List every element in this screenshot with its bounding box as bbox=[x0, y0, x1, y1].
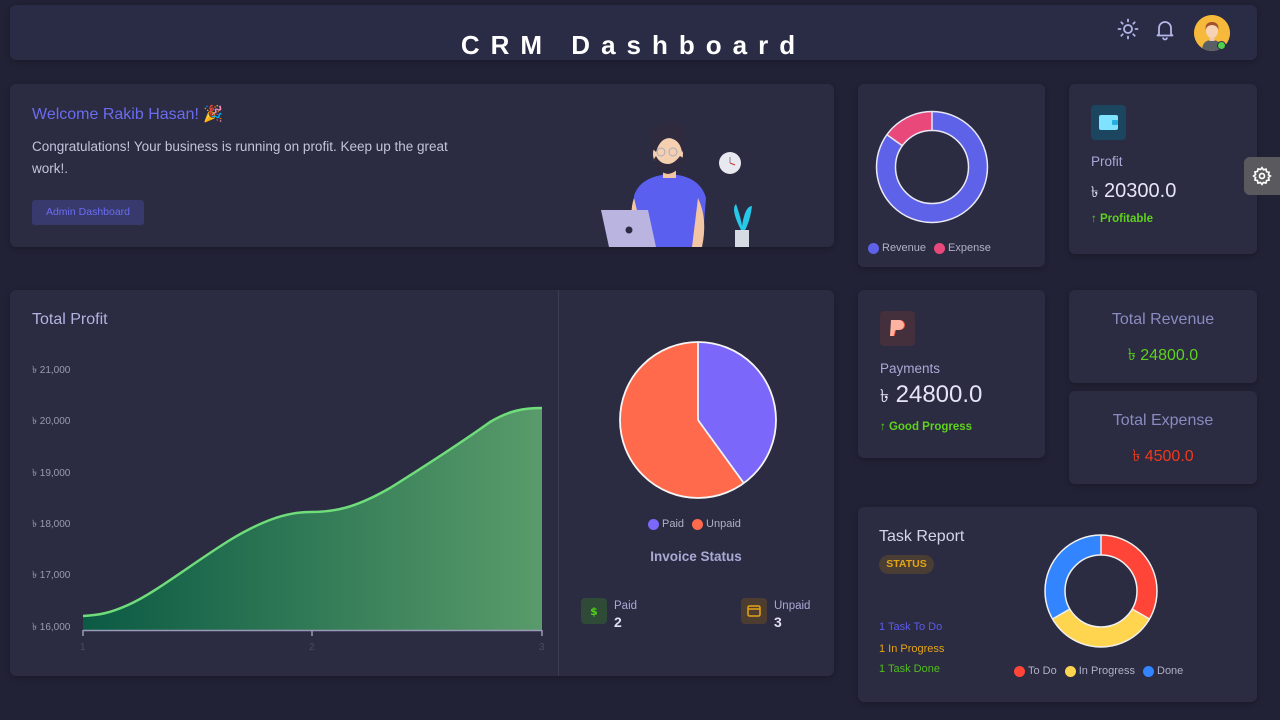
task-report-donut-chart[interactable] bbox=[1044, 534, 1158, 648]
total-profit-area-chart[interactable] bbox=[80, 400, 550, 650]
arrow-up-icon: ↑ bbox=[1091, 213, 1097, 225]
total-profit-card: Total Profit ৳ 21,000 ৳ 20,000 ৳ 19,000 … bbox=[10, 290, 834, 676]
total-revenue-card: Total Revenue ৳ 24800.0 bbox=[1069, 290, 1257, 383]
total-expense-card: Total Expense ৳ 4500.0 bbox=[1069, 391, 1257, 484]
welcome-title: Welcome Rakib Hasan! 🎉 bbox=[32, 106, 224, 123]
legend-item-unpaid[interactable]: Unpaid bbox=[692, 518, 741, 530]
total-revenue-label: Total Revenue bbox=[1111, 311, 1215, 328]
unpaid-value: 3 bbox=[774, 614, 782, 630]
total-revenue-value: ৳ 24800.0 bbox=[1127, 347, 1199, 364]
developer-illustration-icon bbox=[601, 122, 752, 247]
payments-stat-card: Payments ৳ 24800.0 ↑ Good Progress bbox=[858, 290, 1045, 458]
page-title: CRM Dashboard bbox=[460, 30, 807, 60]
x-tick: 1 bbox=[80, 642, 86, 653]
top-header: CRM Dashboard bbox=[10, 5, 1257, 60]
welcome-message: Congratulations! Your business is runnin… bbox=[32, 139, 448, 176]
task-report-title: Task Report bbox=[879, 528, 965, 545]
task-report-legend: To Do In Progress Done bbox=[1014, 665, 1183, 677]
task-inprogress-count: 1 In Progress bbox=[879, 643, 945, 655]
invoice-status-pie-chart[interactable] bbox=[617, 339, 779, 501]
wallet-icon bbox=[741, 598, 767, 624]
invoice-legend: Paid Unpaid bbox=[648, 518, 741, 530]
payments-trend: ↑ Good Progress bbox=[880, 421, 973, 433]
revenue-expense-card: Revenue Expense bbox=[858, 84, 1045, 267]
y-tick: ৳ 21,000 bbox=[32, 365, 71, 376]
task-done-count: 1 Task Done bbox=[879, 663, 940, 675]
arrow-up-icon: ↑ bbox=[880, 421, 886, 433]
unpaid-label: Unpaid bbox=[774, 600, 811, 612]
legend-item-todo[interactable]: To Do bbox=[1014, 665, 1057, 677]
profit-value: ৳ 20300.0 bbox=[1091, 180, 1177, 202]
section-divider bbox=[558, 290, 559, 676]
profit-trend: ↑ Profitable bbox=[1091, 213, 1153, 225]
task-report-card: Task Report STATUS 1 Task To Do 1 In Pro… bbox=[858, 507, 1257, 702]
profit-label: Profit bbox=[1091, 154, 1123, 169]
task-todo-count: 1 Task To Do bbox=[879, 621, 943, 633]
legend-item-done[interactable]: Done bbox=[1143, 665, 1183, 677]
revenue-expense-legend: Revenue Expense bbox=[868, 242, 991, 254]
status-badge: STATUS bbox=[879, 555, 934, 574]
bell-icon[interactable] bbox=[1153, 17, 1177, 41]
legend-item-expense[interactable]: Expense bbox=[934, 242, 991, 254]
y-tick: ৳ 16,000 bbox=[32, 622, 71, 633]
gear-icon bbox=[1252, 166, 1272, 186]
x-tick: 3 bbox=[539, 642, 545, 653]
y-tick: ৳ 19,000 bbox=[32, 468, 71, 479]
paid-value: 2 bbox=[614, 614, 622, 630]
legend-item-inprogress[interactable]: In Progress bbox=[1064, 665, 1135, 677]
welcome-card: Welcome Rakib Hasan! 🎉 Congratulations! … bbox=[10, 84, 834, 247]
y-tick: ৳ 17,000 bbox=[32, 570, 71, 581]
revenue-expense-donut-chart[interactable] bbox=[875, 110, 989, 224]
y-tick: ৳ 20,000 bbox=[32, 416, 71, 427]
y-tick: ৳ 18,000 bbox=[32, 519, 71, 530]
paid-label: Paid bbox=[614, 600, 638, 612]
total-expense-label: Total Expense bbox=[1112, 412, 1214, 429]
legend-item-paid[interactable]: Paid bbox=[648, 518, 684, 530]
online-status-dot bbox=[1217, 41, 1226, 50]
dollar-icon: $ bbox=[581, 598, 607, 624]
invoice-status-title: Invoice Status bbox=[650, 549, 742, 564]
profit-stat-card: Profit ৳ 20300.0 ↑ Profitable bbox=[1069, 84, 1257, 254]
x-tick: 2 bbox=[309, 642, 315, 653]
payments-value: ৳ 24800.0 bbox=[880, 381, 983, 408]
sun-icon[interactable] bbox=[1116, 17, 1140, 41]
admin-dashboard-button[interactable]: Admin Dashboard bbox=[32, 200, 144, 225]
total-expense-value: ৳ 4500.0 bbox=[1132, 448, 1194, 465]
legend-item-revenue[interactable]: Revenue bbox=[868, 242, 926, 254]
payments-label: Payments bbox=[880, 361, 941, 376]
total-profit-title: Total Profit bbox=[32, 311, 108, 328]
settings-button[interactable] bbox=[1244, 157, 1280, 195]
wallet-icon bbox=[1091, 105, 1126, 140]
paypal-icon bbox=[880, 311, 915, 346]
